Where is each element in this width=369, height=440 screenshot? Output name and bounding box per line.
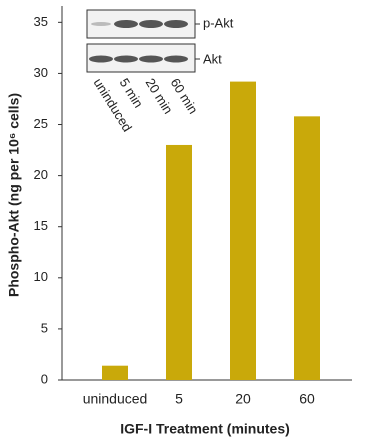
y-axis-label: Phospho-Akt (ng per 10⁶ cells) — [6, 93, 22, 297]
blot-band — [139, 56, 163, 63]
y-tick-label: 15 — [34, 218, 48, 233]
blot-band — [164, 56, 188, 63]
x-tick-label: 20 — [235, 391, 251, 407]
bar — [294, 116, 320, 380]
y-tick-label: 0 — [41, 371, 48, 386]
y-tick-label: 20 — [34, 167, 48, 182]
chart: IGF-I Treatment (minutes) Phospho-Akt (n… — [0, 0, 369, 440]
x-tick-label: 5 — [175, 391, 183, 407]
band-label: p-Akt — [203, 15, 234, 30]
x-axis-label: IGF-I Treatment (minutes) — [120, 421, 290, 437]
blot-band — [89, 56, 113, 63]
x-tick-label: uninduced — [83, 391, 148, 407]
y-tick-label: 35 — [34, 14, 48, 29]
blot-band — [164, 20, 188, 28]
y-tick-label: 10 — [34, 269, 48, 284]
bar — [166, 145, 192, 380]
band-label: Akt — [203, 51, 222, 66]
y-tick-label: 5 — [41, 320, 48, 335]
y-tick-label: 30 — [34, 65, 48, 80]
blot-band — [114, 20, 138, 28]
blot-inset: p-Akt Akt uninduced 5 min 20 min 60 min — [87, 10, 234, 134]
blot-band — [91, 22, 111, 26]
x-tick-label: 60 — [299, 391, 315, 407]
bar — [230, 82, 256, 380]
y-tick-label: 25 — [34, 116, 48, 131]
blot-band — [114, 56, 138, 63]
blot-band — [139, 20, 163, 28]
bar — [102, 366, 128, 380]
